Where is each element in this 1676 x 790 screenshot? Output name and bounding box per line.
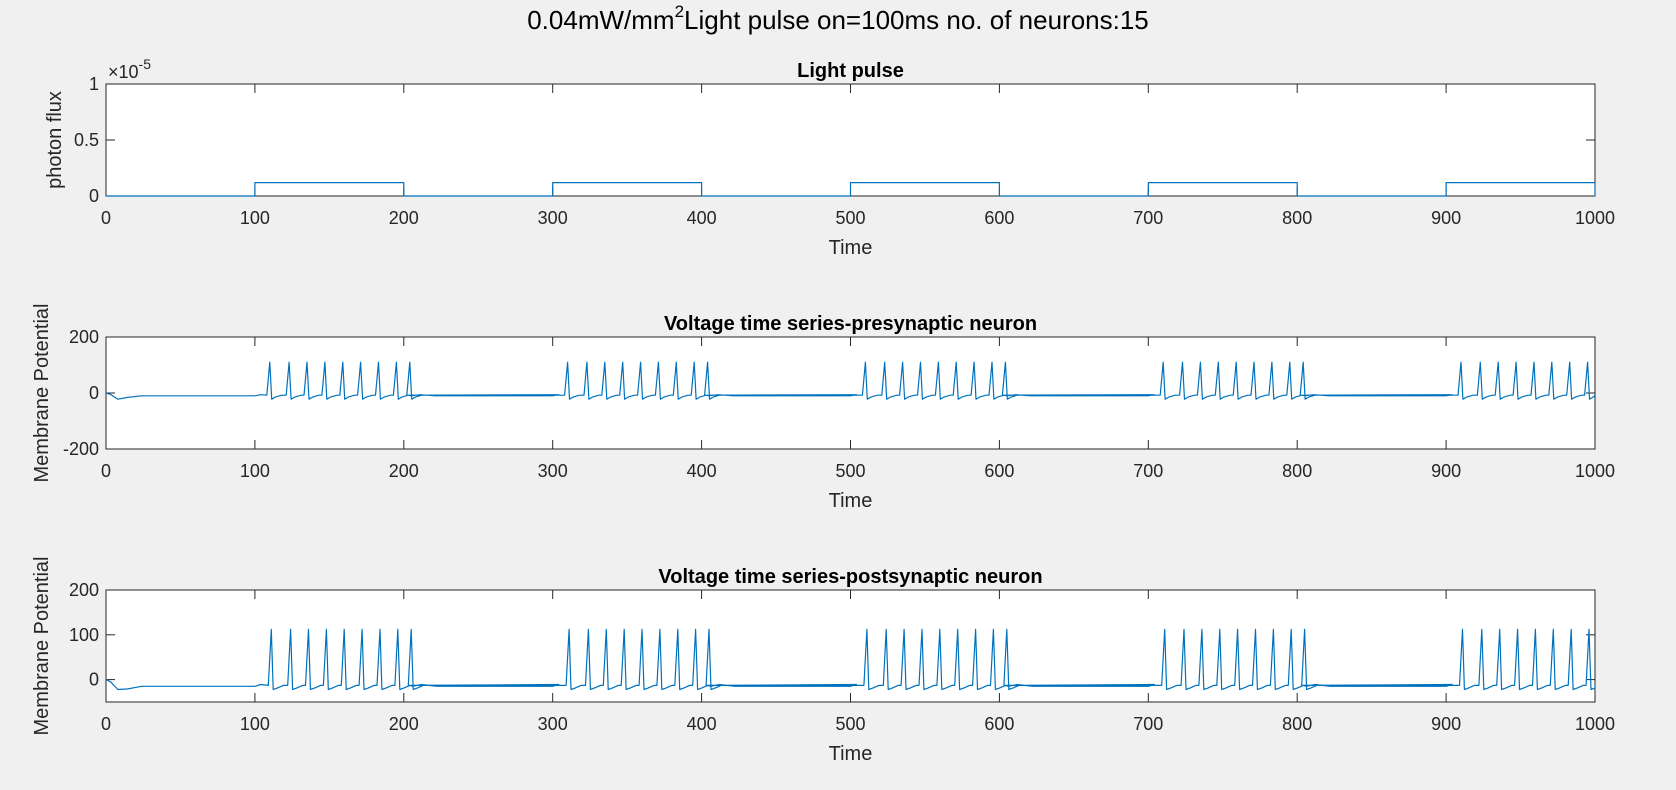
x-tick-label: 300 bbox=[538, 208, 568, 228]
x-tick-label: 300 bbox=[538, 714, 568, 734]
y-tick-label: 0 bbox=[89, 670, 99, 690]
x-tick-label: 900 bbox=[1431, 714, 1461, 734]
x-axis-label: Time bbox=[829, 237, 873, 259]
y-exponent-prefix: × bbox=[108, 62, 119, 82]
x-tick-label: 1000 bbox=[1575, 714, 1615, 734]
plot-area bbox=[105, 589, 1596, 703]
y-tick-label: 0.5 bbox=[74, 130, 99, 150]
axes-light-pulse: 0 100 200 300 400 500 600 700 800 900 1000 0 0.5 1 ×10… bbox=[44, 56, 1615, 259]
axes-container: 0 100 200 300 400 500 600 700 800 900 100000.51×10… bbox=[31, 56, 1615, 765]
axes-postsynaptic: 0 100 200 300 400 500 600 700 800 900 1000 0 100 200 V… bbox=[31, 557, 1615, 765]
y-exponent-label: ×10-5 bbox=[108, 56, 151, 82]
y-tick-label: 200 bbox=[69, 580, 99, 600]
x-tick-label: 600 bbox=[984, 208, 1014, 228]
axes-presynaptic: 0 100 200 300 400 500 600 700 800 900 1000-2000200… bbox=[31, 304, 1615, 512]
x-tick-label: 900 bbox=[1431, 208, 1461, 228]
y-axis-label: Membrane Potential bbox=[31, 304, 53, 483]
x-tick-label: 800 bbox=[1282, 461, 1312, 481]
y-exponent-power: -5 bbox=[139, 56, 152, 72]
series-line bbox=[105, 361, 1596, 400]
x-tick-label: 500 bbox=[835, 208, 865, 228]
x-tick-label: 400 bbox=[687, 461, 717, 481]
x-tick-label: 700 bbox=[1133, 461, 1163, 481]
x-axis-label: Time bbox=[829, 490, 873, 512]
y-tick-label: 200 bbox=[69, 327, 99, 347]
x-tick-label: 0 bbox=[101, 208, 111, 228]
figure-suptitle: 0.04mW/mm2Light pulse on=100ms no. of ne… bbox=[527, 2, 1149, 35]
axes-title: Light pulse bbox=[797, 60, 904, 82]
x-tick-label: 700 bbox=[1133, 208, 1163, 228]
x-tick-label: 300 bbox=[538, 461, 568, 481]
y-tick-label: -200 bbox=[63, 439, 99, 459]
x-tick-label: 0 bbox=[101, 714, 111, 734]
y-tick-label: 0 bbox=[89, 186, 99, 206]
axes-title: Voltage time series-presynaptic neuron bbox=[664, 313, 1037, 335]
suptitle-main: 0.04mW/mm bbox=[527, 5, 674, 35]
x-tick-label: 400 bbox=[687, 208, 717, 228]
x-tick-label: 100 bbox=[240, 208, 270, 228]
x-axis-label: Time bbox=[829, 743, 873, 765]
y-tick-label: 1 bbox=[89, 74, 99, 94]
suptitle-superscript: 2 bbox=[675, 2, 684, 21]
suptitle-rest: Light pulse on=100ms no. of neurons:15 bbox=[684, 5, 1149, 35]
x-tick-label: 0 bbox=[101, 461, 111, 481]
x-tick-label: 700 bbox=[1133, 714, 1163, 734]
x-tick-label: 200 bbox=[389, 461, 419, 481]
plot-area bbox=[105, 83, 1596, 197]
y-exponent-base: 10 bbox=[119, 62, 139, 82]
x-tick-label: 400 bbox=[687, 714, 717, 734]
y-axis-label: Membrane Potential bbox=[31, 557, 53, 736]
x-tick-label: 800 bbox=[1282, 714, 1312, 734]
x-tick-label: 900 bbox=[1431, 461, 1461, 481]
axes-title: Voltage time series-postsynaptic neuron bbox=[658, 566, 1042, 588]
series-line bbox=[105, 628, 1596, 691]
x-tick-label: 200 bbox=[389, 714, 419, 734]
x-tick-label: 100 bbox=[240, 461, 270, 481]
x-tick-label: 500 bbox=[835, 461, 865, 481]
x-tick-label: 800 bbox=[1282, 208, 1312, 228]
x-tick-label: 1000 bbox=[1575, 461, 1615, 481]
x-tick-label: 500 bbox=[835, 714, 865, 734]
x-tick-label: 100 bbox=[240, 714, 270, 734]
y-tick-label: 0 bbox=[89, 383, 99, 403]
x-tick-label: 600 bbox=[984, 714, 1014, 734]
series-line bbox=[106, 182, 1596, 197]
plot-area bbox=[105, 336, 1596, 450]
x-tick-label: 1000 bbox=[1575, 208, 1615, 228]
x-tick-label: 200 bbox=[389, 208, 419, 228]
x-tick-label: 600 bbox=[984, 461, 1014, 481]
y-tick-label: 100 bbox=[69, 625, 99, 645]
y-axis-label: photon flux bbox=[44, 91, 66, 189]
